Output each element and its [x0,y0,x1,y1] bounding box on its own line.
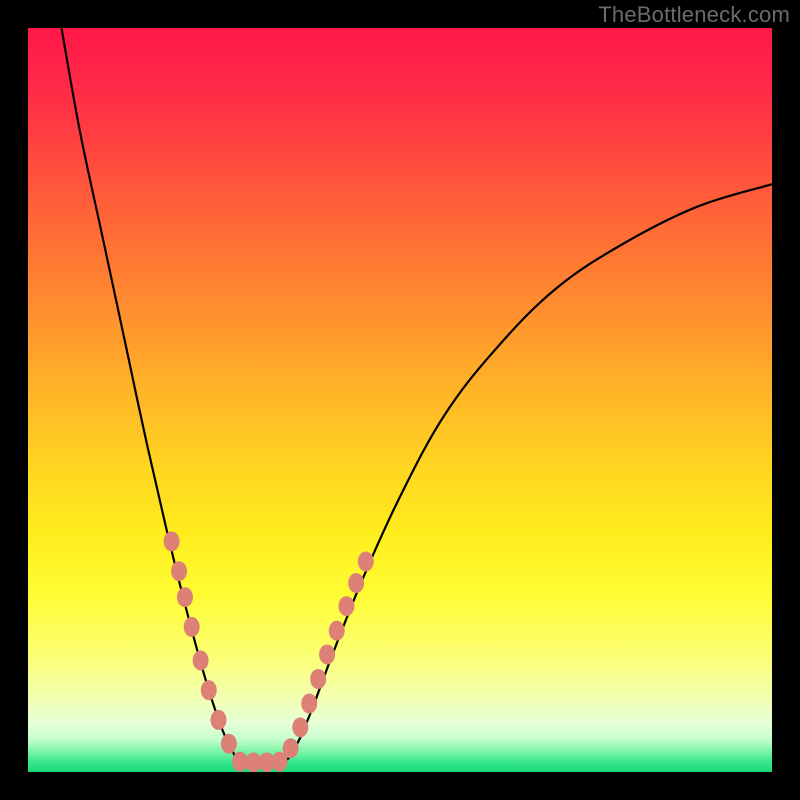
bead-marker [201,680,217,700]
bead-marker [177,587,193,607]
bead-marker [221,734,237,754]
bead-marker [184,617,200,637]
bead-marker [164,531,180,551]
bead-marker [348,573,364,593]
gradient-background [28,28,772,772]
bead-marker [292,717,308,737]
bead-marker [301,694,317,714]
bottleneck-chart [28,28,772,772]
bead-marker [283,738,299,758]
watermark-text: TheBottleneck.com [598,2,790,28]
bead-marker [193,650,209,670]
bead-marker [310,669,326,689]
bead-marker [210,710,226,730]
bead-marker [358,551,374,571]
outer-frame: TheBottleneck.com [0,0,800,800]
bead-marker [171,561,187,581]
bead-marker [319,644,335,664]
bead-marker [329,621,345,641]
bead-marker [338,596,354,616]
